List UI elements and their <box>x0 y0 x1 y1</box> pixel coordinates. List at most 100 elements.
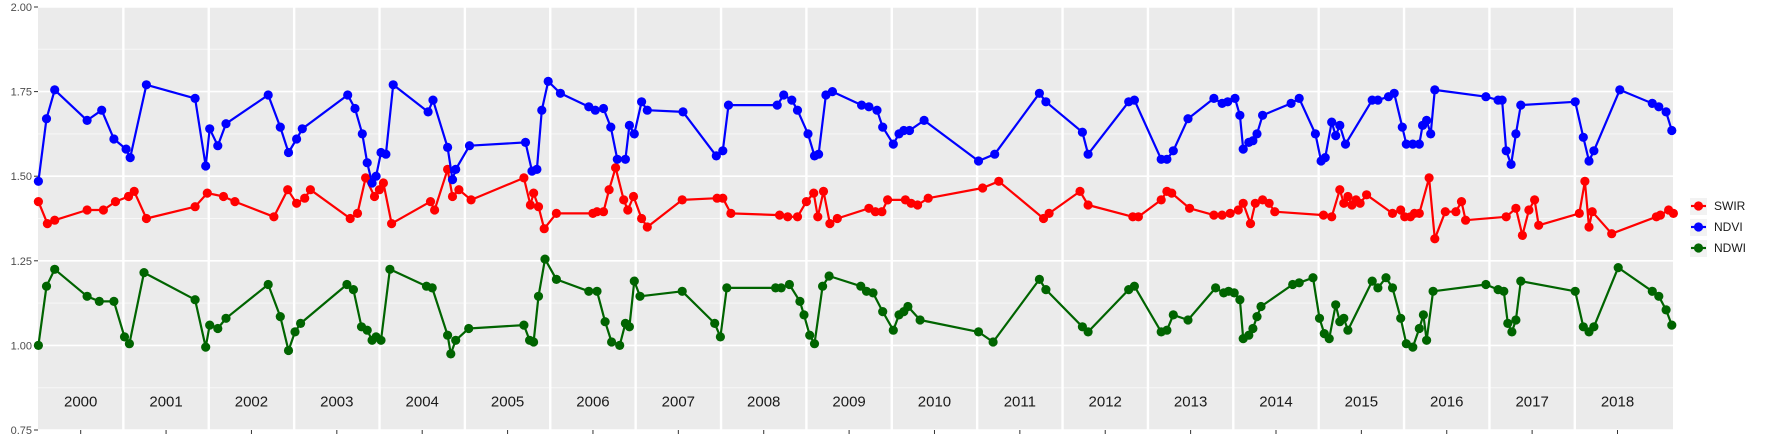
data-point-ndwi <box>1499 286 1509 296</box>
data-point-ndwi <box>1129 281 1139 291</box>
data-point-swir <box>1534 220 1544 230</box>
data-point-swir <box>430 205 440 215</box>
data-point-ndvi <box>423 107 433 117</box>
data-point-ndvi <box>50 85 60 95</box>
data-point-ndvi <box>1168 146 1178 156</box>
data-point-ndvi <box>362 158 372 168</box>
data-point-ndvi <box>1077 127 1087 137</box>
data-point-swir <box>300 193 310 203</box>
data-point-ndvi <box>443 142 453 152</box>
data-point-ndwi <box>1570 286 1580 296</box>
data-point-ndwi <box>1367 276 1377 286</box>
data-point-swir <box>1524 205 1534 215</box>
data-point-ndvi <box>451 164 461 174</box>
data-point-swir <box>525 200 536 210</box>
data-point-ndvi <box>292 134 302 144</box>
data-point-swir <box>466 195 476 205</box>
data-point-swir <box>551 208 562 218</box>
data-point-ndvi <box>367 178 377 188</box>
data-point-ndvi <box>904 125 915 136</box>
data-point-ndvi <box>1320 153 1330 163</box>
data-point-swir <box>82 205 92 215</box>
data-point-ndwi <box>776 283 786 293</box>
data-point-ndvi <box>297 124 307 134</box>
data-point-ndwi <box>33 340 44 350</box>
data-point-ndvi <box>827 87 838 97</box>
data-point-ndvi <box>888 139 898 149</box>
data-point-ndwi <box>1647 286 1657 296</box>
data-point-ndvi <box>779 90 789 100</box>
data-point-swir <box>637 213 647 224</box>
data-point-swir <box>305 185 315 195</box>
data-point-ndvi <box>109 134 119 144</box>
data-point-swir <box>369 191 380 202</box>
data-point-ndwi <box>635 291 645 301</box>
data-point-swir <box>33 197 44 207</box>
data-point-ndvi <box>1340 139 1351 149</box>
year-label: 2017 <box>1515 393 1548 410</box>
data-point-ndvi <box>1238 144 1248 154</box>
data-point-swir <box>1167 188 1177 198</box>
year-label: 2000 <box>64 393 97 410</box>
data-point-swir <box>1083 200 1093 210</box>
data-point-ndvi <box>221 119 231 129</box>
data-point-swir <box>809 188 819 198</box>
data-point-swir <box>877 207 887 217</box>
data-point-ndwi <box>878 307 888 317</box>
data-point-ndwi <box>795 296 805 306</box>
data-point-ndvi <box>1422 115 1432 125</box>
data-point-ndvi <box>350 103 360 114</box>
data-point-ndvi <box>919 115 929 125</box>
data-point-swir <box>1217 210 1227 220</box>
legend: SWIR NDVI NDWI <box>1690 198 1746 257</box>
data-point-ndwi <box>1511 315 1521 325</box>
data-point-swir <box>1451 207 1461 217</box>
data-point-swir <box>1209 210 1219 220</box>
data-point-ndwi <box>533 291 544 301</box>
y-axis: 0.75 1.00 1.25 1.50 1.75 2.00 <box>11 2 38 437</box>
legend-label-ndwi: NDWI <box>1714 241 1746 255</box>
data-point-swir <box>283 185 293 195</box>
data-point-ndvi <box>1294 93 1304 103</box>
data-point-ndvi <box>878 122 888 132</box>
data-point-ndvi <box>606 122 616 132</box>
data-point-swir <box>374 185 384 195</box>
data-point-swir <box>202 188 212 198</box>
data-point-swir <box>994 176 1004 186</box>
data-point-swir <box>598 207 609 217</box>
data-point-swir <box>1225 208 1235 218</box>
data-point-swir <box>50 215 60 225</box>
data-point-ndvi <box>1654 102 1664 112</box>
data-point-swir <box>1587 207 1597 217</box>
year-label: 2015 <box>1345 393 1378 410</box>
data-point-swir <box>718 193 728 203</box>
data-point-swir <box>1355 198 1365 208</box>
data-point-ndvi <box>190 93 200 103</box>
data-point-ndwi <box>1248 323 1258 334</box>
data-point-ndwi <box>1308 273 1318 283</box>
data-point-ndvi <box>1389 88 1399 98</box>
data-point-swir <box>1245 219 1256 229</box>
data-point-ndwi <box>1331 300 1341 310</box>
data-point-ndwi <box>94 296 104 306</box>
data-point-swir <box>623 205 633 215</box>
data-point-swir <box>1318 210 1329 220</box>
data-point-ndwi <box>784 279 795 290</box>
data-point-swir <box>1156 195 1166 205</box>
data-point-ndvi <box>1401 139 1411 149</box>
data-point-ndvi <box>1041 97 1051 107</box>
data-point-ndwi <box>540 254 550 264</box>
data-point-ndwi <box>1414 323 1424 334</box>
data-point-ndvi <box>1129 95 1139 105</box>
data-point-ndwi <box>1428 286 1438 296</box>
data-point-ndwi <box>190 295 200 305</box>
data-point-ndwi <box>809 339 820 349</box>
year-labels: 2000 2001 2002 2003 2004 2005 2006 2007 2008 2009… <box>64 393 1634 410</box>
data-point-ndvi <box>1183 114 1193 124</box>
data-point-ndvi <box>205 124 215 134</box>
data-point-swir <box>129 186 139 196</box>
data-point-swir <box>1264 198 1274 208</box>
data-point-ndvi <box>1327 117 1337 127</box>
data-point-ndwi <box>1503 318 1513 328</box>
